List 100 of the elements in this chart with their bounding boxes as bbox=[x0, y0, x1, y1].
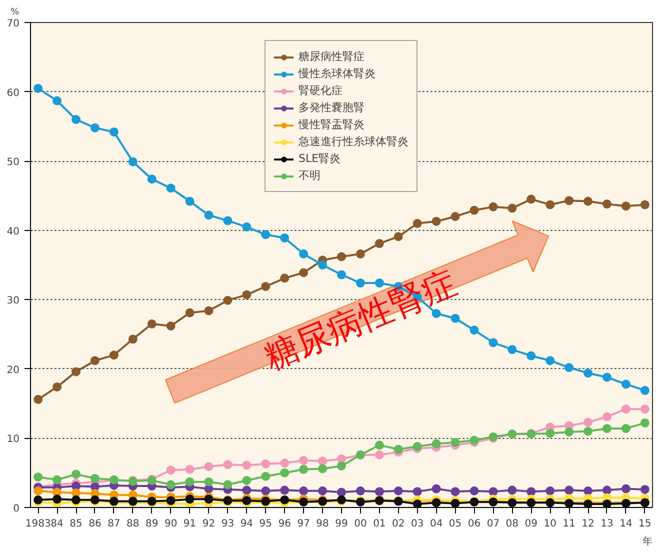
legend-label: 不明 bbox=[298, 168, 320, 183]
y-tick-label: 60 bbox=[6, 88, 20, 99]
x-tick-label: 88 bbox=[126, 518, 140, 530]
point bbox=[166, 321, 176, 330]
point bbox=[242, 476, 252, 485]
point bbox=[450, 498, 460, 508]
point bbox=[640, 200, 650, 210]
x-tick-label: 85 bbox=[70, 518, 82, 530]
x-tick-label: 00 bbox=[354, 518, 367, 530]
point bbox=[621, 484, 630, 494]
point bbox=[223, 460, 232, 470]
x-tick-label: 86 bbox=[88, 518, 102, 530]
x-tick-label: 09 bbox=[524, 518, 538, 530]
x-tick-label: 99 bbox=[335, 518, 348, 530]
point bbox=[450, 314, 460, 323]
point bbox=[374, 450, 384, 460]
point bbox=[564, 196, 574, 206]
point bbox=[299, 456, 308, 465]
legend-label: 腎硬化症 bbox=[298, 83, 342, 98]
point bbox=[72, 367, 81, 376]
point bbox=[584, 486, 593, 496]
point bbox=[72, 470, 81, 479]
point bbox=[299, 268, 308, 278]
point bbox=[621, 380, 630, 389]
legend-label: SLE腎炎 bbox=[298, 151, 341, 166]
point bbox=[185, 494, 194, 504]
x-tick-label: 01 bbox=[373, 518, 386, 530]
x-tick-label: 14 bbox=[620, 518, 632, 530]
x-tick-label: 84 bbox=[50, 518, 64, 530]
point bbox=[374, 440, 384, 450]
point bbox=[204, 477, 214, 486]
point bbox=[52, 494, 62, 504]
y-tick-label: 70 bbox=[6, 18, 20, 30]
point bbox=[584, 418, 593, 427]
point bbox=[185, 308, 194, 318]
point bbox=[128, 157, 138, 166]
point bbox=[185, 196, 194, 206]
point bbox=[34, 486, 43, 496]
point bbox=[432, 309, 441, 318]
point bbox=[602, 486, 612, 495]
x-tick-label: 98 bbox=[316, 518, 329, 530]
point bbox=[204, 306, 214, 316]
y-tick-label: 0 bbox=[13, 504, 20, 514]
point bbox=[526, 351, 536, 360]
point bbox=[602, 200, 612, 209]
point bbox=[526, 487, 536, 496]
point bbox=[318, 464, 328, 474]
point bbox=[564, 486, 574, 495]
point bbox=[432, 439, 441, 448]
point bbox=[242, 486, 252, 495]
point bbox=[223, 480, 232, 490]
point bbox=[564, 363, 574, 372]
point bbox=[34, 84, 43, 93]
point bbox=[450, 212, 460, 221]
x-tick-label: 12 bbox=[582, 518, 594, 530]
point bbox=[621, 424, 630, 434]
point bbox=[508, 204, 517, 213]
y-tick-label: 50 bbox=[6, 157, 20, 168]
point bbox=[546, 428, 555, 438]
point bbox=[394, 486, 403, 496]
point bbox=[318, 456, 328, 466]
x-tick-label: 1983 bbox=[25, 518, 51, 530]
y-tick-label: 40 bbox=[6, 226, 20, 238]
point bbox=[223, 296, 232, 305]
point bbox=[546, 356, 555, 366]
point bbox=[412, 500, 422, 508]
point bbox=[526, 194, 536, 204]
point bbox=[640, 386, 650, 395]
x-tick-label: 02 bbox=[392, 518, 405, 530]
point bbox=[564, 427, 574, 436]
point bbox=[318, 486, 328, 496]
point bbox=[470, 486, 479, 496]
legend-label: 慢性腎盂腎炎 bbox=[298, 117, 364, 132]
point bbox=[621, 404, 630, 414]
point bbox=[394, 232, 403, 242]
point bbox=[280, 486, 290, 495]
point bbox=[299, 464, 308, 474]
point bbox=[280, 458, 290, 468]
point bbox=[584, 196, 593, 206]
point bbox=[356, 486, 365, 496]
point bbox=[261, 472, 270, 481]
point bbox=[299, 486, 308, 496]
point bbox=[90, 356, 100, 366]
legend-label: 急速進行性糸球体腎炎 bbox=[298, 134, 408, 149]
y-tick-label: 30 bbox=[6, 296, 20, 307]
point bbox=[337, 270, 346, 280]
point bbox=[432, 484, 441, 494]
x-axis-title: 年 bbox=[642, 536, 652, 548]
point bbox=[147, 174, 156, 184]
x-tick-label: 03 bbox=[410, 518, 424, 530]
x-tick-label: 87 bbox=[108, 518, 120, 530]
point bbox=[242, 290, 252, 300]
x-tick-label: 95 bbox=[259, 518, 272, 530]
point bbox=[128, 334, 138, 344]
point bbox=[109, 350, 118, 360]
point bbox=[261, 230, 270, 240]
point bbox=[374, 487, 384, 496]
point bbox=[109, 127, 118, 136]
x-tick-label: 91 bbox=[183, 518, 196, 530]
point bbox=[602, 412, 612, 422]
